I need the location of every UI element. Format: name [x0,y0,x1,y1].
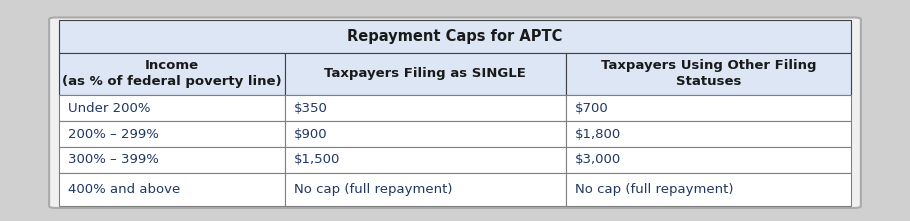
Text: $3,000: $3,000 [575,153,622,166]
Bar [566,53,851,95]
Text: $350: $350 [294,102,328,115]
FancyBboxPatch shape [49,17,861,208]
Bar [566,121,851,147]
Bar [59,121,285,147]
Text: $1,500: $1,500 [294,153,340,166]
Bar [285,121,566,147]
Bar [566,147,851,173]
Bar [285,147,566,173]
Text: Taxpayers Filing as SINGLE: Taxpayers Filing as SINGLE [324,67,526,80]
Text: No cap (full repayment): No cap (full repayment) [575,183,733,196]
Bar [285,95,566,121]
Text: Taxpayers Using Other Filing
Statuses: Taxpayers Using Other Filing Statuses [601,59,816,88]
Bar [59,53,285,95]
Text: No cap (full repayment): No cap (full repayment) [294,183,452,196]
Bar [285,173,566,206]
Text: 300% – 399%: 300% – 399% [68,153,159,166]
Bar [59,20,851,53]
Text: $1,800: $1,800 [575,128,622,141]
Text: Income
(as % of federal poverty line): Income (as % of federal poverty line) [62,59,282,88]
Bar [59,95,285,121]
Bar [59,173,285,206]
Text: $900: $900 [294,128,328,141]
Bar [285,53,566,95]
Text: 200% – 299%: 200% – 299% [68,128,159,141]
Text: Repayment Caps for APTC: Repayment Caps for APTC [348,29,562,44]
Text: $700: $700 [575,102,609,115]
Text: Under 200%: Under 200% [68,102,151,115]
Bar [59,147,285,173]
Bar [566,95,851,121]
Text: 400% and above: 400% and above [68,183,180,196]
Bar [566,173,851,206]
